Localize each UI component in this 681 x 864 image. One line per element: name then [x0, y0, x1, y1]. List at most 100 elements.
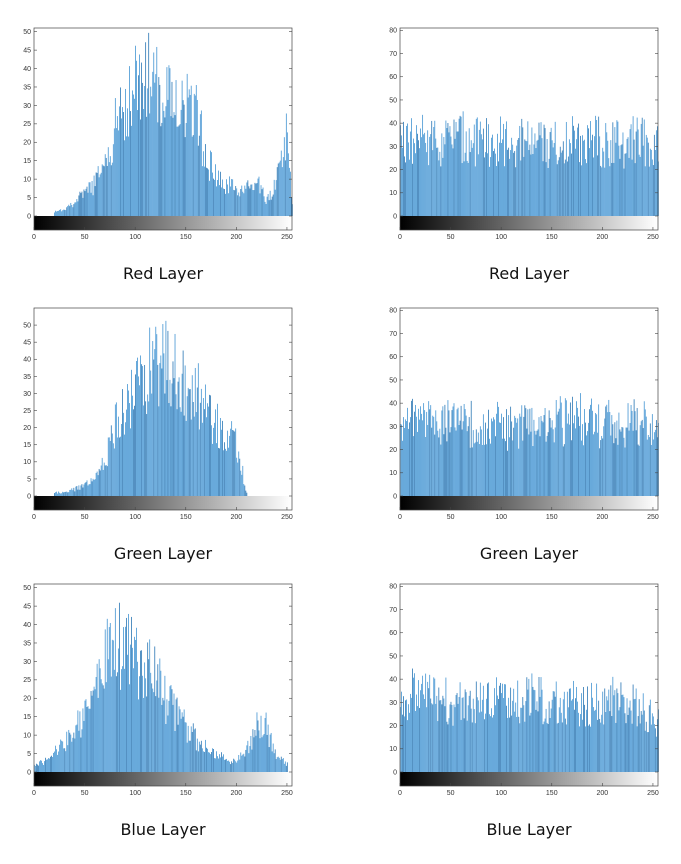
histogram-bar: [514, 415, 516, 496]
histogram-bar: [144, 662, 146, 772]
histogram-bar: [512, 440, 514, 496]
histogram-bar: [653, 724, 655, 772]
histogram-bar: [420, 690, 421, 772]
histogram-bar: [527, 409, 529, 496]
histogram-bar: [158, 406, 160, 496]
histogram-bar: [602, 438, 604, 496]
histogram-bar: [406, 699, 407, 772]
histogram-bar: [226, 450, 227, 496]
histogram-bar: [217, 403, 218, 496]
histogram-bar: [181, 373, 183, 496]
histogram-bar: [433, 127, 435, 216]
histogram-bar: [74, 738, 76, 772]
histogram-bar: [259, 193, 261, 216]
histogram-bar: [414, 411, 415, 496]
histogram-bar: [164, 675, 166, 772]
histogram-bar: [574, 709, 575, 772]
histogram-bar: [658, 161, 659, 216]
histogram-bar: [133, 94, 134, 216]
histogram-bar: [495, 153, 496, 216]
histogram-bar: [125, 422, 126, 496]
histogram-bar: [231, 421, 233, 496]
histogram-bar: [111, 639, 113, 772]
histogram-bar: [482, 414, 484, 496]
histogram-bar: [543, 124, 545, 216]
histogram-bar: [247, 180, 249, 216]
histogram-bar: [91, 481, 93, 496]
histogram-bar: [115, 402, 117, 496]
histogram-bar: [650, 724, 652, 772]
histogram-bar: [545, 162, 547, 216]
histogram-bar: [95, 172, 97, 216]
histogram-bar: [55, 492, 57, 496]
histogram-bar: [161, 122, 163, 216]
histogram-bar: [155, 74, 157, 216]
histogram-bar: [146, 414, 148, 496]
histogram-bar: [107, 147, 109, 216]
histogram-bar: [501, 693, 502, 772]
x-tick-label: 0: [32, 514, 36, 521]
histogram-bar: [173, 378, 175, 496]
histogram-bar: [609, 711, 611, 772]
histogram-bar: [612, 676, 614, 772]
histogram-bar: [647, 732, 649, 772]
histogram-bar: [653, 432, 655, 496]
histogram-bar: [626, 698, 628, 772]
histogram-bar: [493, 417, 494, 496]
histogram-bar: [97, 166, 99, 216]
histogram-bar: [132, 90, 133, 216]
histogram-bar: [413, 138, 414, 216]
histogram-bar: [492, 134, 493, 216]
histogram-bar: [632, 684, 634, 772]
histogram-bar: [149, 639, 151, 772]
histogram-bar: [231, 179, 233, 216]
histogram-bar: [99, 470, 101, 496]
histogram-bar: [587, 431, 588, 496]
histogram-bar: [410, 417, 411, 496]
panel-caption-2: Red Layer: [488, 264, 570, 283]
histogram-bar: [227, 430, 229, 496]
histogram-bar: [118, 106, 120, 216]
histogram-bar: [508, 147, 510, 216]
histogram-bar: [179, 407, 181, 496]
histogram-bar: [441, 704, 443, 772]
histogram-bar: [619, 158, 621, 216]
histogram-bar: [483, 719, 485, 772]
histogram-bar: [106, 466, 108, 496]
histogram-bar: [532, 154, 534, 216]
histogram-bar: [87, 485, 89, 496]
histogram-bar: [144, 85, 146, 217]
histogram-bar: [132, 395, 133, 496]
histogram-bar: [150, 672, 152, 772]
histogram-bar: [260, 185, 262, 216]
histogram-bar: [496, 166, 497, 216]
axes-frame: [399, 583, 659, 787]
histogram-bar: [78, 195, 80, 216]
histogram-bar: [100, 679, 102, 772]
histogram-bar: [168, 65, 170, 216]
histogram-bar: [432, 415, 434, 496]
histogram-bar: [605, 711, 607, 772]
histogram-bar: [83, 189, 85, 216]
histogram-bar: [263, 196, 265, 216]
histogram-bar: [256, 712, 258, 772]
histogram-bar: [71, 204, 73, 216]
histogram-bar: [551, 140, 553, 216]
histogram-bar: [136, 627, 137, 772]
y-tick-label: 60: [389, 630, 397, 637]
histogram-bar: [633, 699, 635, 772]
histogram-bar: [507, 717, 509, 772]
histogram-bar: [425, 673, 427, 772]
histogram-bar: [203, 409, 205, 496]
histogram-bar: [428, 165, 430, 216]
histogram-bar: [251, 749, 253, 772]
histogram-bar: [88, 484, 90, 496]
histogram-bar: [282, 157, 284, 216]
histogram-bar: [420, 406, 421, 496]
histogram-bar: [192, 723, 194, 772]
histogram-bar: [624, 447, 626, 496]
histogram-bar: [564, 159, 566, 216]
histogram-bar: [435, 703, 437, 772]
histogram-bar: [213, 748, 214, 772]
histogram-bar: [247, 740, 249, 772]
